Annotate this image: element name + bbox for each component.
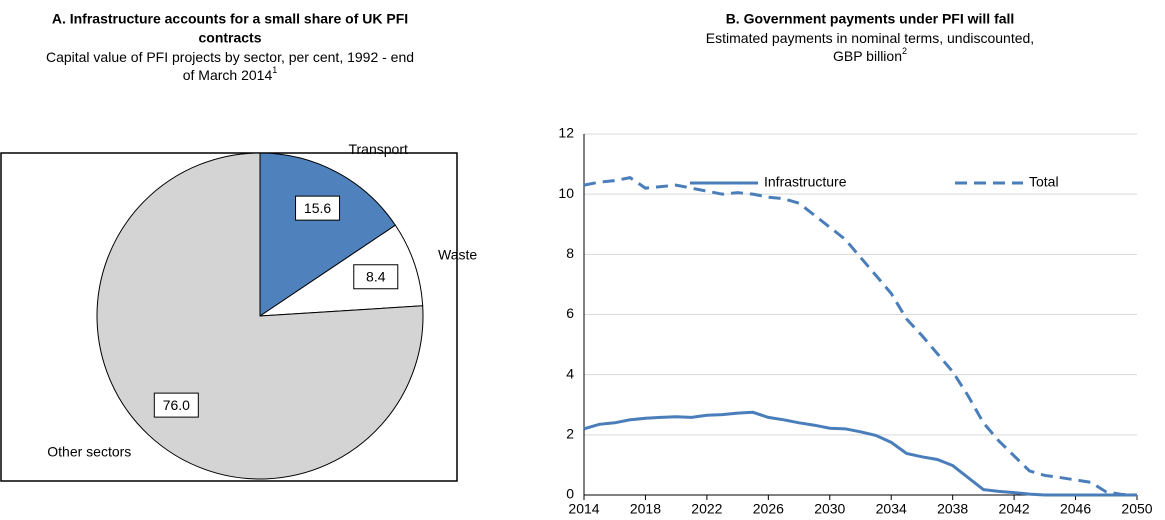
legend-label: Total [1029,174,1059,190]
y-tick-label: 4 [566,365,574,381]
value-label: 76.0 [163,397,190,413]
x-tick-label: 2050 [1121,501,1152,517]
x-tick-label: 2018 [630,501,661,517]
x-tick-label: 2026 [753,501,784,517]
value-label: 8.4 [366,268,386,284]
y-tick-label: 0 [566,486,574,502]
x-tick-label: 2046 [1060,501,1091,517]
x-tick-label: 2014 [568,501,599,517]
slice-name: Transport [348,141,408,157]
x-tick-label: 2030 [814,501,845,517]
legend-label: Infrastructure [764,174,847,190]
slice-name: Other sectors [47,444,131,460]
subtitle-text: GBP billion [833,48,902,64]
value-label: 15.6 [304,200,331,216]
footnote-mark: 1 [272,65,277,75]
x-tick-label: 2038 [937,501,968,517]
data-line [583,176,1138,497]
slice-name: Waste [438,246,477,262]
pie-slice [259,152,397,317]
chart-subtitle: of March 20141 [183,65,278,82]
value-box [153,392,199,418]
footnote-mark: 2 [902,46,907,56]
value-box [353,264,399,290]
y-tick-label: 10 [558,185,574,201]
x-tick-label: 2042 [999,501,1030,517]
subtitle-text: Estimated payments in nominal terms, und… [706,30,1034,46]
subtitle-text: Capital value of PFI projects by sector,… [46,49,414,65]
value-box [295,195,341,221]
x-tick-label: 2022 [691,501,722,517]
chart-title: contracts [198,30,261,46]
y-tick-label: 6 [566,305,574,321]
data-line [583,410,1137,497]
subtitle-text: of March 2014 [183,67,273,83]
y-tick-label: 2 [566,426,574,442]
chart-title: B. Government payments under PFI will fa… [726,11,1015,27]
chart-subtitle: Capital value of PFI projects by sector,… [46,49,414,65]
chart-subtitle: GBP billion2 [833,46,907,63]
pie-slice [258,224,424,317]
chart-title: A. Infrastructure accounts for a small s… [52,11,408,27]
y-tick-label: 8 [566,245,574,261]
y-tick-label: 12 [558,125,574,141]
chart-subtitle: Estimated payments in nominal terms, und… [706,30,1034,46]
x-tick-label: 2034 [876,501,907,517]
